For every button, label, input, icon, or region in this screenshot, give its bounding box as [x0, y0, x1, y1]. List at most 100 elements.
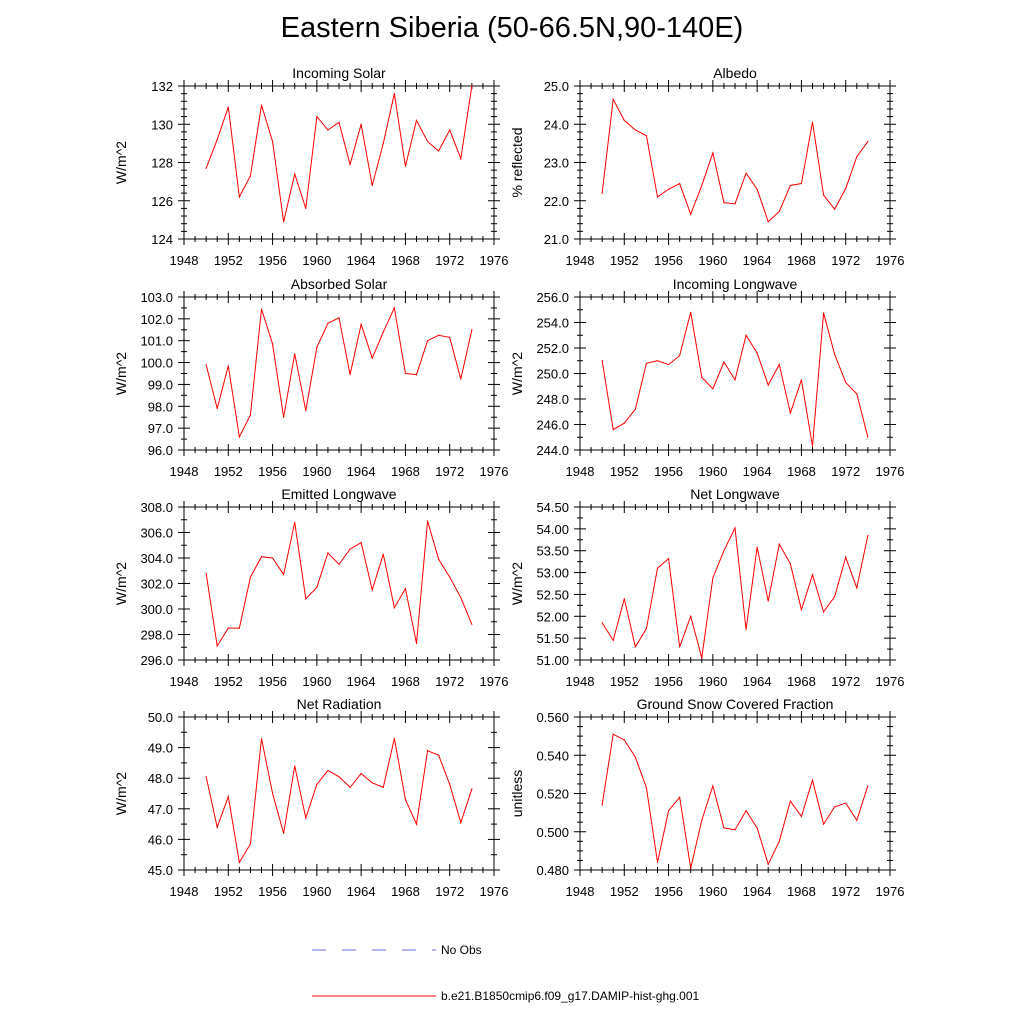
data-point: [778, 840, 780, 842]
x-tick-label: 1948: [566, 674, 595, 689]
y-tick-label: 101.0: [140, 334, 173, 349]
y-tick-label: 126: [151, 194, 173, 209]
y-tick-label: 24.0: [544, 117, 569, 132]
data-point: [404, 165, 407, 167]
data-point: [415, 373, 418, 376]
page-title: Eastern Siberia (50-66.5N,90-140E): [280, 12, 744, 44]
y-tick-label: 0.540: [536, 748, 569, 763]
y-tick-label: 300.0: [140, 602, 173, 617]
data-point: [371, 589, 373, 591]
data-point: [601, 192, 603, 194]
x-tick-label: 1976: [876, 253, 905, 268]
x-tick-label: 1960: [302, 464, 331, 479]
data-point: [645, 627, 648, 630]
data-point: [734, 527, 736, 529]
x-tick-label: 1948: [566, 884, 595, 899]
y-tick-label: 53.00: [536, 566, 569, 581]
data-point: [338, 121, 340, 123]
x-tick-label: 1960: [302, 253, 331, 268]
y-tick-label: 25.0: [544, 79, 569, 94]
x-tick-label: 1972: [831, 884, 860, 899]
chart-title: Net Radiation: [297, 696, 382, 712]
data-point: [756, 188, 758, 190]
data-point: [327, 769, 329, 772]
data-point: [867, 140, 869, 143]
data-point: [393, 93, 395, 95]
data-point: [449, 129, 451, 131]
data-point: [460, 596, 462, 599]
x-tick-label: 1972: [435, 884, 464, 899]
chart-panel: Ground Snow Covered Fraction 1948 1952 1956…: [509, 696, 904, 899]
data-point: [723, 361, 725, 363]
data-point: [283, 416, 285, 418]
data-point: [867, 436, 869, 438]
x-tick-label: 1976: [480, 253, 509, 268]
data-point: [438, 150, 440, 152]
data-point: [656, 360, 659, 362]
y-tick-label: 128: [151, 156, 173, 171]
data-point: [667, 363, 670, 366]
data-point: [216, 826, 218, 828]
data-point: [205, 364, 207, 366]
chart-title: Albedo: [713, 65, 757, 81]
data-point: [701, 819, 703, 821]
plot-frame: [579, 716, 891, 871]
chart-panel: Incoming Solar 1948 1952 1956 1960 1964 1968 19…: [113, 65, 508, 268]
chart-title: Ground Snow Covered Fraction: [637, 696, 834, 712]
x-tick-label: 1976: [480, 464, 509, 479]
data-point: [382, 786, 384, 788]
data-point: [438, 334, 440, 336]
data-point: [305, 207, 307, 209]
y-tick-label: 100.0: [140, 356, 173, 371]
data-point: [316, 586, 318, 588]
plot-frame: [579, 85, 891, 240]
plot-frame: [183, 85, 495, 240]
x-tick-label: 1956: [654, 464, 683, 479]
x-tick-label: 1960: [698, 884, 727, 899]
x-tick-label: 1972: [831, 253, 860, 268]
data-point: [227, 106, 229, 108]
y-tick-label: 308.0: [140, 500, 173, 515]
data-point: [360, 123, 362, 125]
data-point: [349, 548, 351, 550]
y-tick-label: 51.50: [536, 631, 569, 646]
data-point: [712, 577, 714, 579]
y-tick-label: 244.0: [536, 443, 569, 458]
y-tick-label: 45.0: [148, 863, 173, 878]
data-point: [404, 588, 407, 590]
data-point: [227, 795, 229, 798]
x-tick-label: 1964: [347, 674, 376, 689]
data-point: [811, 779, 814, 781]
data-point: [856, 819, 858, 821]
data-point: [712, 785, 714, 787]
data-point: [667, 810, 670, 812]
data-point: [656, 567, 659, 569]
x-tick-label: 1956: [654, 253, 683, 268]
data-point: [845, 556, 847, 558]
x-tick-label: 1964: [743, 253, 772, 268]
data-point: [701, 376, 703, 378]
data-point: [656, 861, 659, 863]
data-point: [438, 754, 440, 756]
data-point: [249, 576, 252, 578]
data-point: [690, 311, 692, 313]
y-tick-label: 46.0: [148, 832, 173, 847]
data-point: [756, 352, 758, 354]
x-tick-label: 1952: [214, 464, 243, 479]
data-point: [712, 388, 714, 390]
data-point: [371, 357, 373, 359]
data-point: [811, 445, 814, 447]
data-point: [789, 563, 791, 565]
data-point: [822, 312, 825, 314]
y-tick-label: 256.0: [536, 290, 569, 305]
x-tick-label: 1960: [302, 674, 331, 689]
x-tick-label: 1976: [876, 674, 905, 689]
data-point: [471, 329, 473, 331]
series-line: [601, 526, 869, 658]
data-point: [701, 184, 703, 187]
x-tick-label: 1960: [302, 884, 331, 899]
data-point: [745, 628, 747, 631]
x-tick-label: 1952: [610, 253, 639, 268]
x-tick-label: 1968: [787, 674, 816, 689]
x-tick-label: 1972: [435, 464, 464, 479]
